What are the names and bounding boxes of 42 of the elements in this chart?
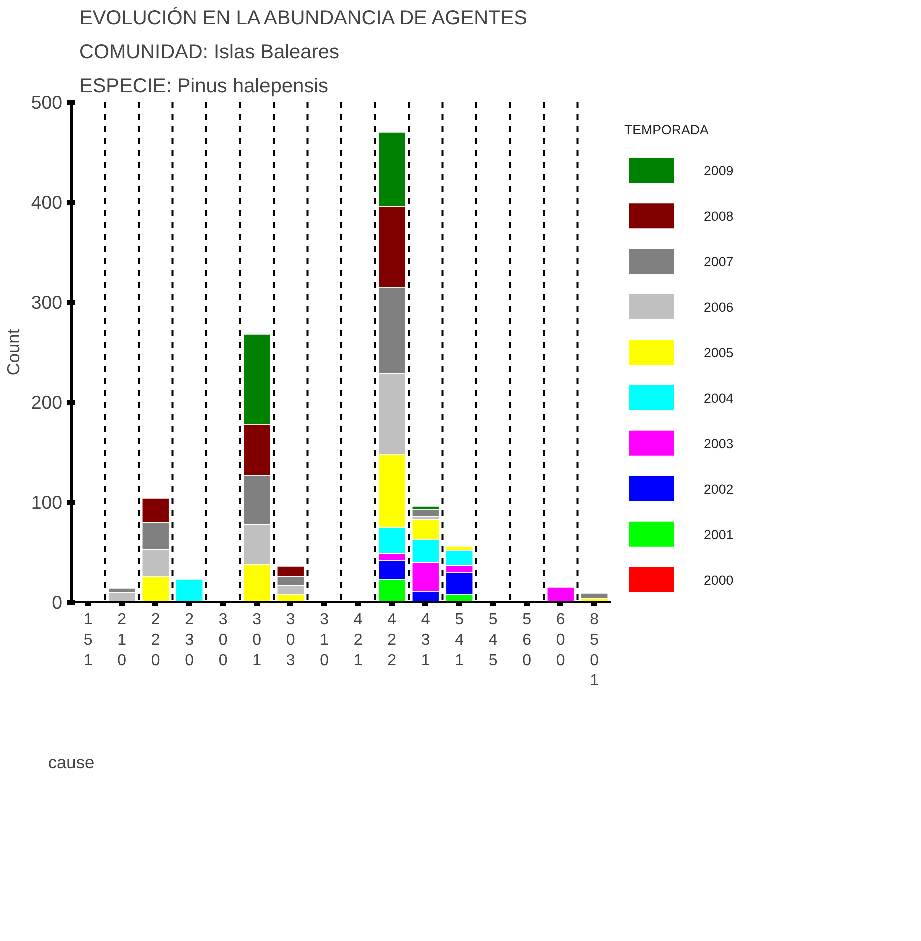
legend-label: 2001 bbox=[704, 527, 734, 542]
chart-title: EVOLUCIÓN EN LA ABUNDANCIA DE AGENTES bbox=[80, 6, 528, 30]
x-tick-label: 431 bbox=[421, 612, 430, 670]
x-tick-label: 310 bbox=[320, 612, 330, 670]
y-tick-label: 0 bbox=[52, 592, 63, 613]
bar bbox=[412, 509, 440, 517]
bar bbox=[580, 593, 609, 599]
legend-label: 2005 bbox=[704, 346, 734, 360]
y-tick-label: 200 bbox=[31, 392, 63, 413]
legend-label: 2007 bbox=[704, 254, 734, 270]
x-tick-label: 600 bbox=[556, 612, 566, 670]
x-tick-label: 210 bbox=[118, 612, 127, 670]
legend-label: 2009 bbox=[704, 164, 734, 179]
legend-label: 2003 bbox=[704, 436, 734, 452]
text: ESPECIE: Pinus halepensis bbox=[80, 76, 329, 98]
x-axis-title: cause bbox=[48, 752, 95, 773]
x-tick-label: 8501 bbox=[590, 612, 600, 690]
x-tick-label: 303 bbox=[286, 612, 296, 670]
x-tick-label: 230 bbox=[185, 612, 194, 670]
x-tick-label: 300 bbox=[218, 612, 228, 670]
legend-label: 2004 bbox=[704, 390, 734, 406]
legend-label: 2008 bbox=[704, 209, 734, 224]
y-tick-label: 500 bbox=[31, 92, 63, 113]
x-tick-label: 220 bbox=[151, 612, 160, 670]
x-tick-label: 151 bbox=[84, 612, 93, 670]
x-tick-label: 421 bbox=[354, 612, 363, 670]
x-tick-label: 545 bbox=[488, 612, 498, 670]
y-tick-label: 400 bbox=[31, 192, 63, 213]
x-tick-label: 560 bbox=[522, 612, 532, 670]
y-axis-title: Count bbox=[3, 329, 24, 376]
chart-subtitle: COMUNIDAD: Islas Baleares bbox=[80, 42, 340, 64]
x-tick-label: 422 bbox=[388, 612, 397, 670]
bar bbox=[546, 587, 575, 602]
bar bbox=[176, 579, 204, 602]
x-tick-label: 301 bbox=[252, 612, 262, 670]
y-tick-label: 300 bbox=[31, 292, 63, 313]
legend-label: 2000 bbox=[704, 572, 734, 588]
legend-title: TEMPORADA bbox=[624, 122, 710, 138]
legend-label: 2006 bbox=[704, 300, 734, 316]
x-tick-label: 541 bbox=[455, 612, 464, 670]
legend-label: 2002 bbox=[704, 482, 734, 497]
y-tick-label: 100 bbox=[31, 492, 63, 513]
